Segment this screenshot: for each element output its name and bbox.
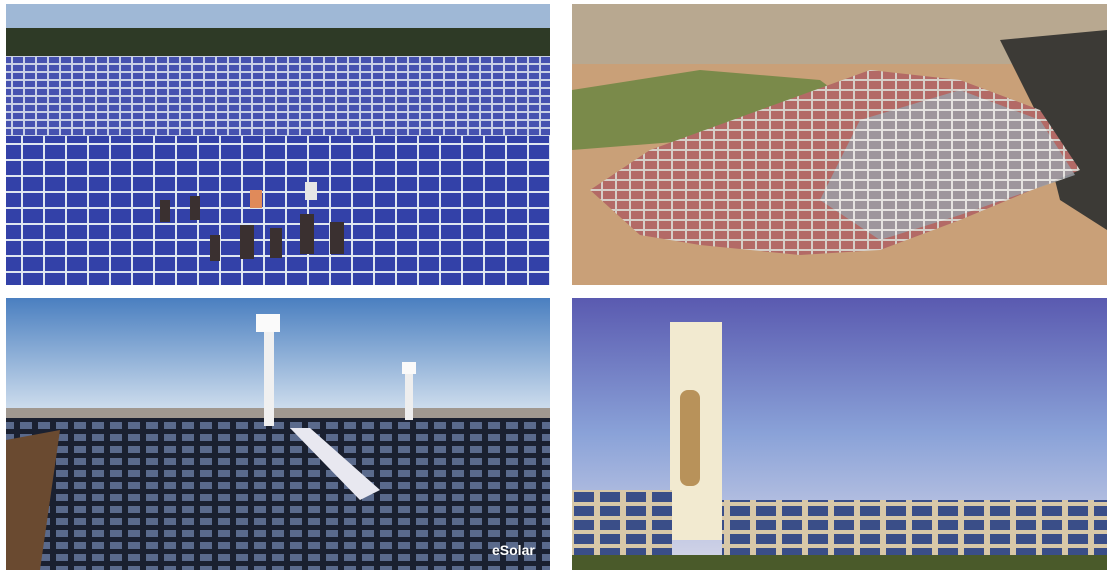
ground (572, 555, 1107, 570)
receiver (680, 390, 700, 486)
heliostats-left (572, 490, 672, 560)
tree-line (6, 28, 550, 56)
tower-far (405, 372, 413, 420)
horizon (6, 408, 550, 420)
watermark: eSolar (492, 542, 535, 558)
photo-aerial-field (572, 4, 1107, 285)
dark-terrain (1000, 30, 1107, 230)
panels-far (6, 56, 550, 136)
light-path (290, 428, 380, 500)
photo-pv-field (6, 4, 550, 285)
heliostats-right (722, 500, 1107, 555)
collector-field-grey (820, 90, 1075, 240)
heliostats (6, 418, 550, 570)
people (160, 182, 344, 261)
photo-esolar: eSolar (6, 298, 550, 570)
ground (6, 430, 60, 570)
panels-near (6, 136, 550, 285)
tower (264, 330, 274, 426)
receiver (256, 314, 280, 332)
photo-power-tower (572, 298, 1107, 570)
receiver-far (402, 362, 416, 374)
